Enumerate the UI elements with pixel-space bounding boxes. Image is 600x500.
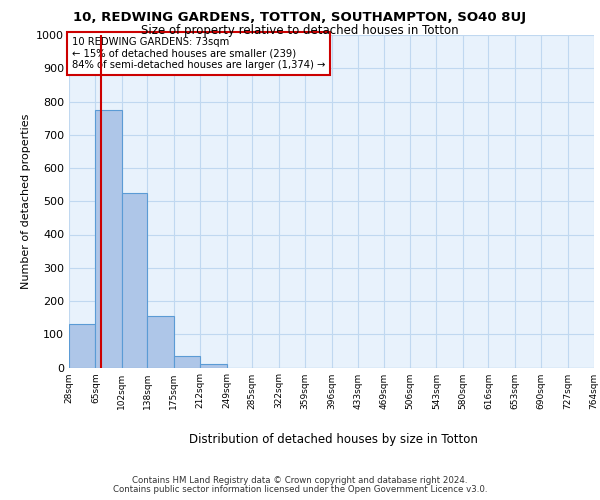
Bar xyxy=(122,193,148,368)
Text: 10 REDWING GARDENS: 73sqm
← 15% of detached houses are smaller (239)
84% of semi: 10 REDWING GARDENS: 73sqm ← 15% of detac… xyxy=(71,36,325,70)
Bar xyxy=(69,324,95,368)
Text: Distribution of detached houses by size in Totton: Distribution of detached houses by size … xyxy=(188,432,478,446)
Text: Size of property relative to detached houses in Totton: Size of property relative to detached ho… xyxy=(141,24,459,37)
Text: Contains HM Land Registry data © Crown copyright and database right 2024.: Contains HM Land Registry data © Crown c… xyxy=(132,476,468,485)
Bar xyxy=(95,110,122,368)
Bar xyxy=(200,364,227,368)
Bar xyxy=(148,316,174,368)
Bar xyxy=(174,356,200,368)
Y-axis label: Number of detached properties: Number of detached properties xyxy=(20,114,31,289)
Text: 10, REDWING GARDENS, TOTTON, SOUTHAMPTON, SO40 8UJ: 10, REDWING GARDENS, TOTTON, SOUTHAMPTON… xyxy=(73,11,527,24)
Text: Contains public sector information licensed under the Open Government Licence v3: Contains public sector information licen… xyxy=(113,485,487,494)
